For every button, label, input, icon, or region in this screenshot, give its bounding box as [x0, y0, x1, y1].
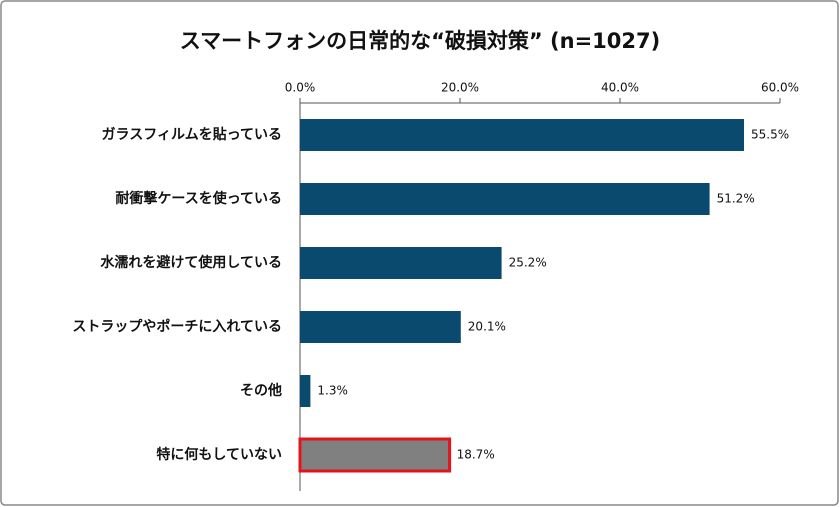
y-tick-label: 特に何もしていない	[156, 446, 282, 463]
x-tick-label: 40.0%	[601, 81, 639, 95]
bar	[300, 375, 311, 407]
value-label: 1.3%	[317, 384, 348, 398]
y-tick-label: その他	[240, 382, 282, 399]
value-label: 18.7%	[457, 448, 495, 462]
y-tick-label: 耐衝撃ケースを使っている	[115, 190, 282, 207]
y-tick-label: 水濡れを避けて使用している	[100, 254, 282, 271]
x-tick-label: 0.0%	[285, 81, 316, 95]
y-tick-label: ストラップやポーチに入れている	[72, 318, 282, 335]
x-tick-label: 60.0%	[761, 81, 799, 95]
value-label: 51.2%	[717, 192, 755, 206]
value-label: 25.2%	[509, 256, 547, 270]
bar	[300, 183, 710, 215]
chart-title: スマートフォンの日常的な“破損対策” (n=1027)	[180, 29, 660, 53]
x-tick-label: 20.0%	[441, 81, 479, 95]
y-tick-label: ガラスフィルムを貼っている	[102, 126, 282, 143]
value-label: 20.1%	[468, 320, 506, 334]
bar	[300, 247, 502, 279]
bar	[300, 311, 461, 343]
bar	[300, 119, 744, 151]
value-label: 55.5%	[751, 128, 789, 142]
bar	[298, 437, 452, 473]
